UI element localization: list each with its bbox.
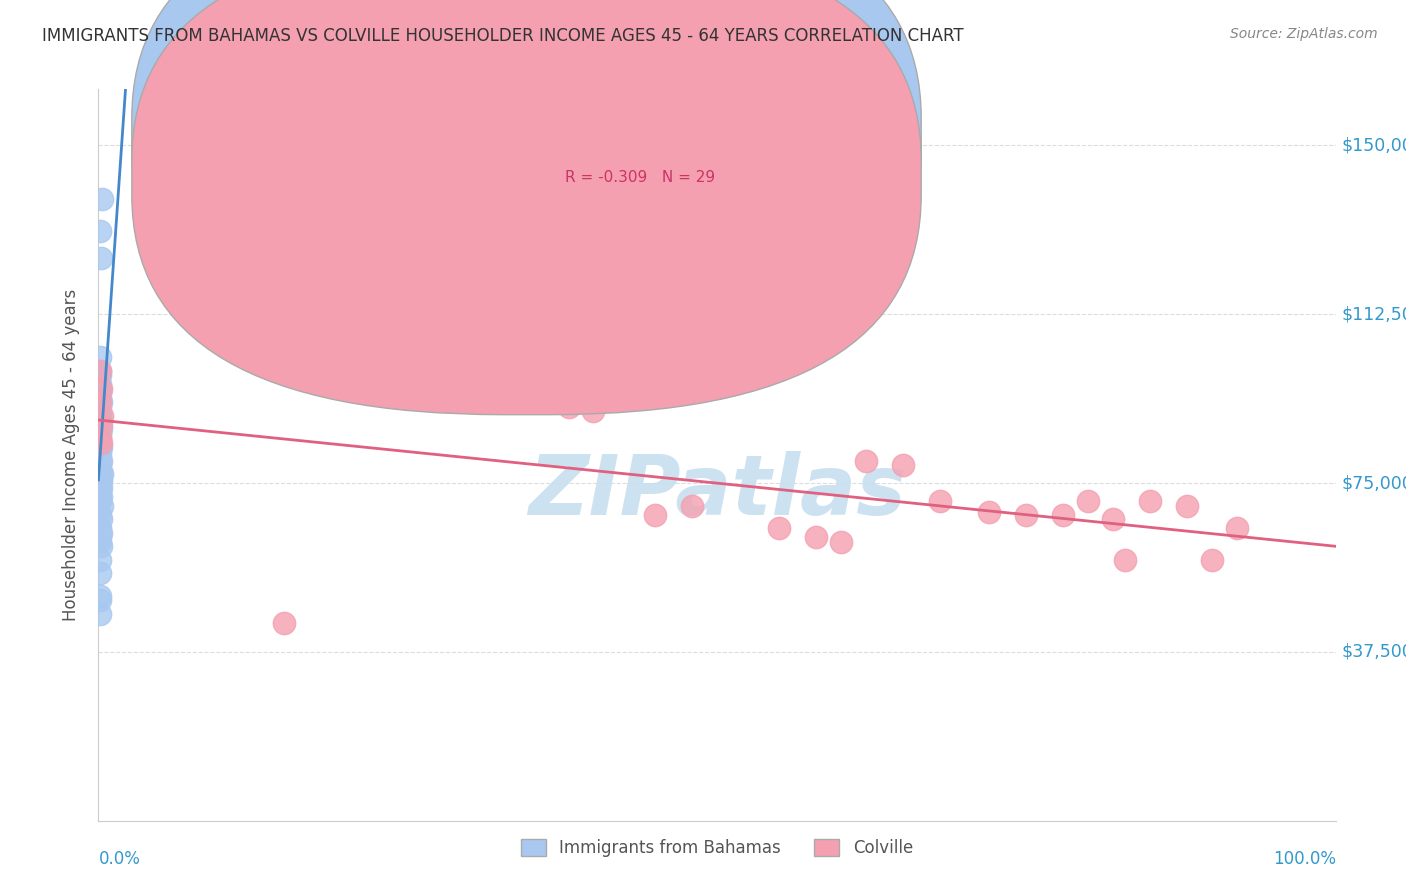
Point — [89, 449, 111, 463]
FancyBboxPatch shape — [475, 100, 835, 210]
Point — [90, 465, 112, 479]
Point — [89, 431, 111, 445]
Point — [89, 534, 111, 549]
Point — [90, 395, 112, 409]
Point — [90, 382, 112, 396]
Point — [89, 458, 111, 472]
Point — [90, 525, 112, 540]
Point — [89, 431, 111, 445]
Point — [90, 417, 112, 432]
Point — [804, 530, 827, 544]
Point — [1226, 521, 1249, 535]
Point — [89, 363, 111, 377]
Point — [91, 409, 114, 423]
Point — [89, 400, 111, 414]
Point — [91, 499, 114, 513]
Text: R = -0.309   N = 29: R = -0.309 N = 29 — [565, 170, 716, 186]
Point — [89, 444, 111, 458]
Point — [89, 435, 111, 450]
Point — [89, 382, 111, 396]
Text: $75,000: $75,000 — [1341, 474, 1406, 492]
Point — [89, 413, 111, 427]
Point — [90, 251, 112, 265]
Text: 100.0%: 100.0% — [1272, 850, 1336, 868]
Point — [89, 417, 111, 432]
Text: Source: ZipAtlas.com: Source: ZipAtlas.com — [1230, 27, 1378, 41]
Point — [90, 453, 112, 467]
Point — [1139, 494, 1161, 508]
Point — [89, 485, 111, 500]
Text: $37,500: $37,500 — [1341, 643, 1406, 661]
Point — [1102, 512, 1125, 526]
Point — [89, 521, 111, 535]
Point — [1175, 499, 1198, 513]
Point — [89, 593, 111, 607]
Y-axis label: Householder Income Ages 45 - 64 years: Householder Income Ages 45 - 64 years — [62, 289, 80, 621]
Point — [89, 471, 111, 485]
Point — [928, 494, 950, 508]
Point — [91, 193, 114, 207]
Point — [1077, 494, 1099, 508]
Text: IMMIGRANTS FROM BAHAMAS VS COLVILLE HOUSEHOLDER INCOME AGES 45 - 64 YEARS CORREL: IMMIGRANTS FROM BAHAMAS VS COLVILLE HOUS… — [42, 27, 963, 45]
Point — [89, 508, 111, 522]
Point — [89, 530, 111, 544]
Point — [681, 499, 703, 513]
Point — [89, 391, 111, 405]
Text: 0.0%: 0.0% — [98, 850, 141, 868]
Point — [89, 386, 111, 401]
Point — [90, 490, 112, 504]
Point — [582, 404, 605, 418]
Point — [89, 462, 111, 476]
FancyBboxPatch shape — [132, 0, 921, 415]
Point — [979, 505, 1001, 519]
Point — [89, 363, 111, 377]
Point — [90, 422, 112, 436]
Text: R =   0.211   N = 48: R = 0.211 N = 48 — [565, 128, 718, 143]
Point — [89, 476, 111, 491]
Point — [768, 521, 790, 535]
Point — [830, 534, 852, 549]
Point — [236, 341, 259, 355]
Point — [90, 440, 112, 454]
Point — [89, 395, 111, 409]
Point — [90, 539, 112, 553]
Point — [89, 426, 111, 441]
Text: ZIPatlas: ZIPatlas — [529, 451, 905, 532]
FancyBboxPatch shape — [132, 0, 921, 372]
Point — [89, 566, 111, 580]
Point — [1015, 508, 1038, 522]
Point — [1201, 552, 1223, 566]
Point — [91, 467, 114, 481]
Legend: Immigrants from Bahamas, Colville: Immigrants from Bahamas, Colville — [515, 832, 920, 863]
Point — [644, 508, 666, 522]
Point — [89, 368, 111, 382]
Point — [90, 474, 112, 488]
Point — [1052, 508, 1074, 522]
Point — [89, 350, 111, 364]
Text: $112,500: $112,500 — [1341, 305, 1406, 323]
Point — [90, 481, 112, 495]
Point — [89, 607, 111, 621]
Point — [89, 404, 111, 418]
Point — [891, 458, 914, 472]
Point — [89, 552, 111, 566]
Point — [90, 512, 112, 526]
Point — [557, 400, 579, 414]
Point — [273, 615, 295, 630]
Text: $150,000: $150,000 — [1341, 136, 1406, 154]
Point — [855, 453, 877, 467]
Point — [1114, 552, 1136, 566]
Point — [89, 589, 111, 603]
Point — [90, 435, 112, 450]
Point — [89, 494, 111, 508]
Point — [89, 224, 111, 238]
Point — [89, 409, 111, 423]
Point — [89, 377, 111, 392]
